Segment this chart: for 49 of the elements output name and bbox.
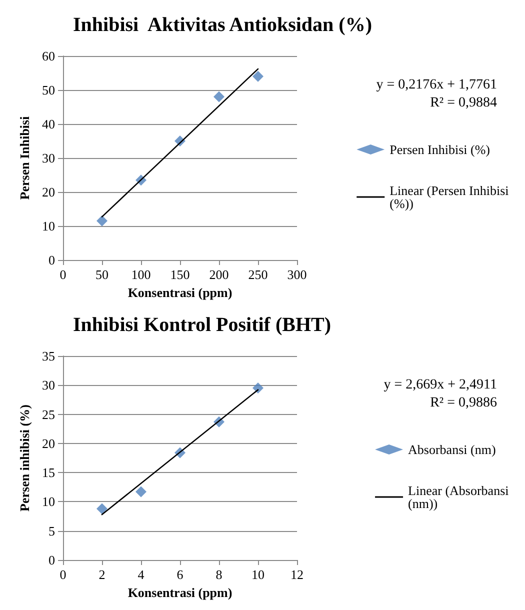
y-tick-label: 60 — [42, 48, 55, 64]
x-tick-label: 0 — [60, 267, 66, 282]
x-tick-label: 6 — [176, 567, 184, 582]
y-axis-title: Persen inhibisi (%) — [17, 404, 32, 512]
point — [214, 91, 224, 102]
legend-label: Absorbansi (nm) — [408, 442, 496, 457]
chart-title: Inhibisi Aktivitas Antioksidan (%) — [73, 14, 372, 36]
legend-label: Persen Inhibisi (%) — [390, 142, 490, 157]
legend-label: Linear (Absorbansi (nm)) — [408, 483, 512, 511]
y-tick-label: 40 — [42, 116, 55, 132]
y-tick-label: 15 — [42, 465, 55, 480]
y-axis-title: Persen Inhibisi — [17, 116, 32, 200]
y-tick-label: 10 — [42, 218, 55, 234]
text: y = 0,2176x + 1,7761 — [376, 78, 498, 92]
x-tick-label: 2 — [98, 567, 106, 582]
x-tick-label: 200 — [209, 267, 229, 282]
text: R² = 0,9886 — [430, 396, 498, 410]
x-tick-label: 10 — [252, 567, 264, 582]
y-tick-label: 20 — [42, 436, 55, 451]
point — [136, 486, 146, 498]
y-tick-label: 0 — [48, 252, 55, 268]
x-axis-title: Konsentrasi (ppm) — [128, 285, 232, 300]
x-tick-label: 300 — [287, 267, 307, 282]
x-tick-label: 250 — [248, 267, 268, 282]
y-tick-label: 20 — [42, 184, 55, 200]
y-tick-label: 10 — [42, 494, 55, 510]
y-tick-label: 0 — [48, 552, 55, 568]
y-tick-label: 30 — [42, 150, 55, 166]
point — [96, 503, 108, 514]
point — [252, 70, 264, 82]
legend-label: Linear (Persen Inhibisi (%)) — [390, 183, 512, 211]
text: y = 2,669x + 2,4911 — [384, 378, 498, 392]
y-tick-label: 50 — [42, 82, 55, 98]
x-axis-title: Konsentrasi (ppm) — [128, 585, 232, 600]
x-tick-label: 12 — [290, 567, 304, 582]
chart-title: Inhibisi Kontrol Positif (BHT) — [73, 314, 332, 336]
x-tick-label: 0 — [60, 567, 66, 582]
x-tick-label: 50 — [96, 267, 108, 282]
text: R² = 0,9884 — [430, 96, 498, 110]
x-tick-label: 150 — [170, 267, 190, 282]
x-tick-label: 8 — [216, 567, 222, 582]
y-tick-label: 25 — [42, 406, 55, 422]
x-tick-label: 100 — [131, 267, 151, 282]
y-tick-label: 30 — [42, 378, 55, 393]
x-tick-label: 4 — [138, 567, 145, 582]
y-tick-label: 35 — [42, 348, 55, 364]
point — [252, 382, 264, 394]
point — [96, 215, 108, 226]
y-tick-label: 5 — [48, 523, 55, 538]
